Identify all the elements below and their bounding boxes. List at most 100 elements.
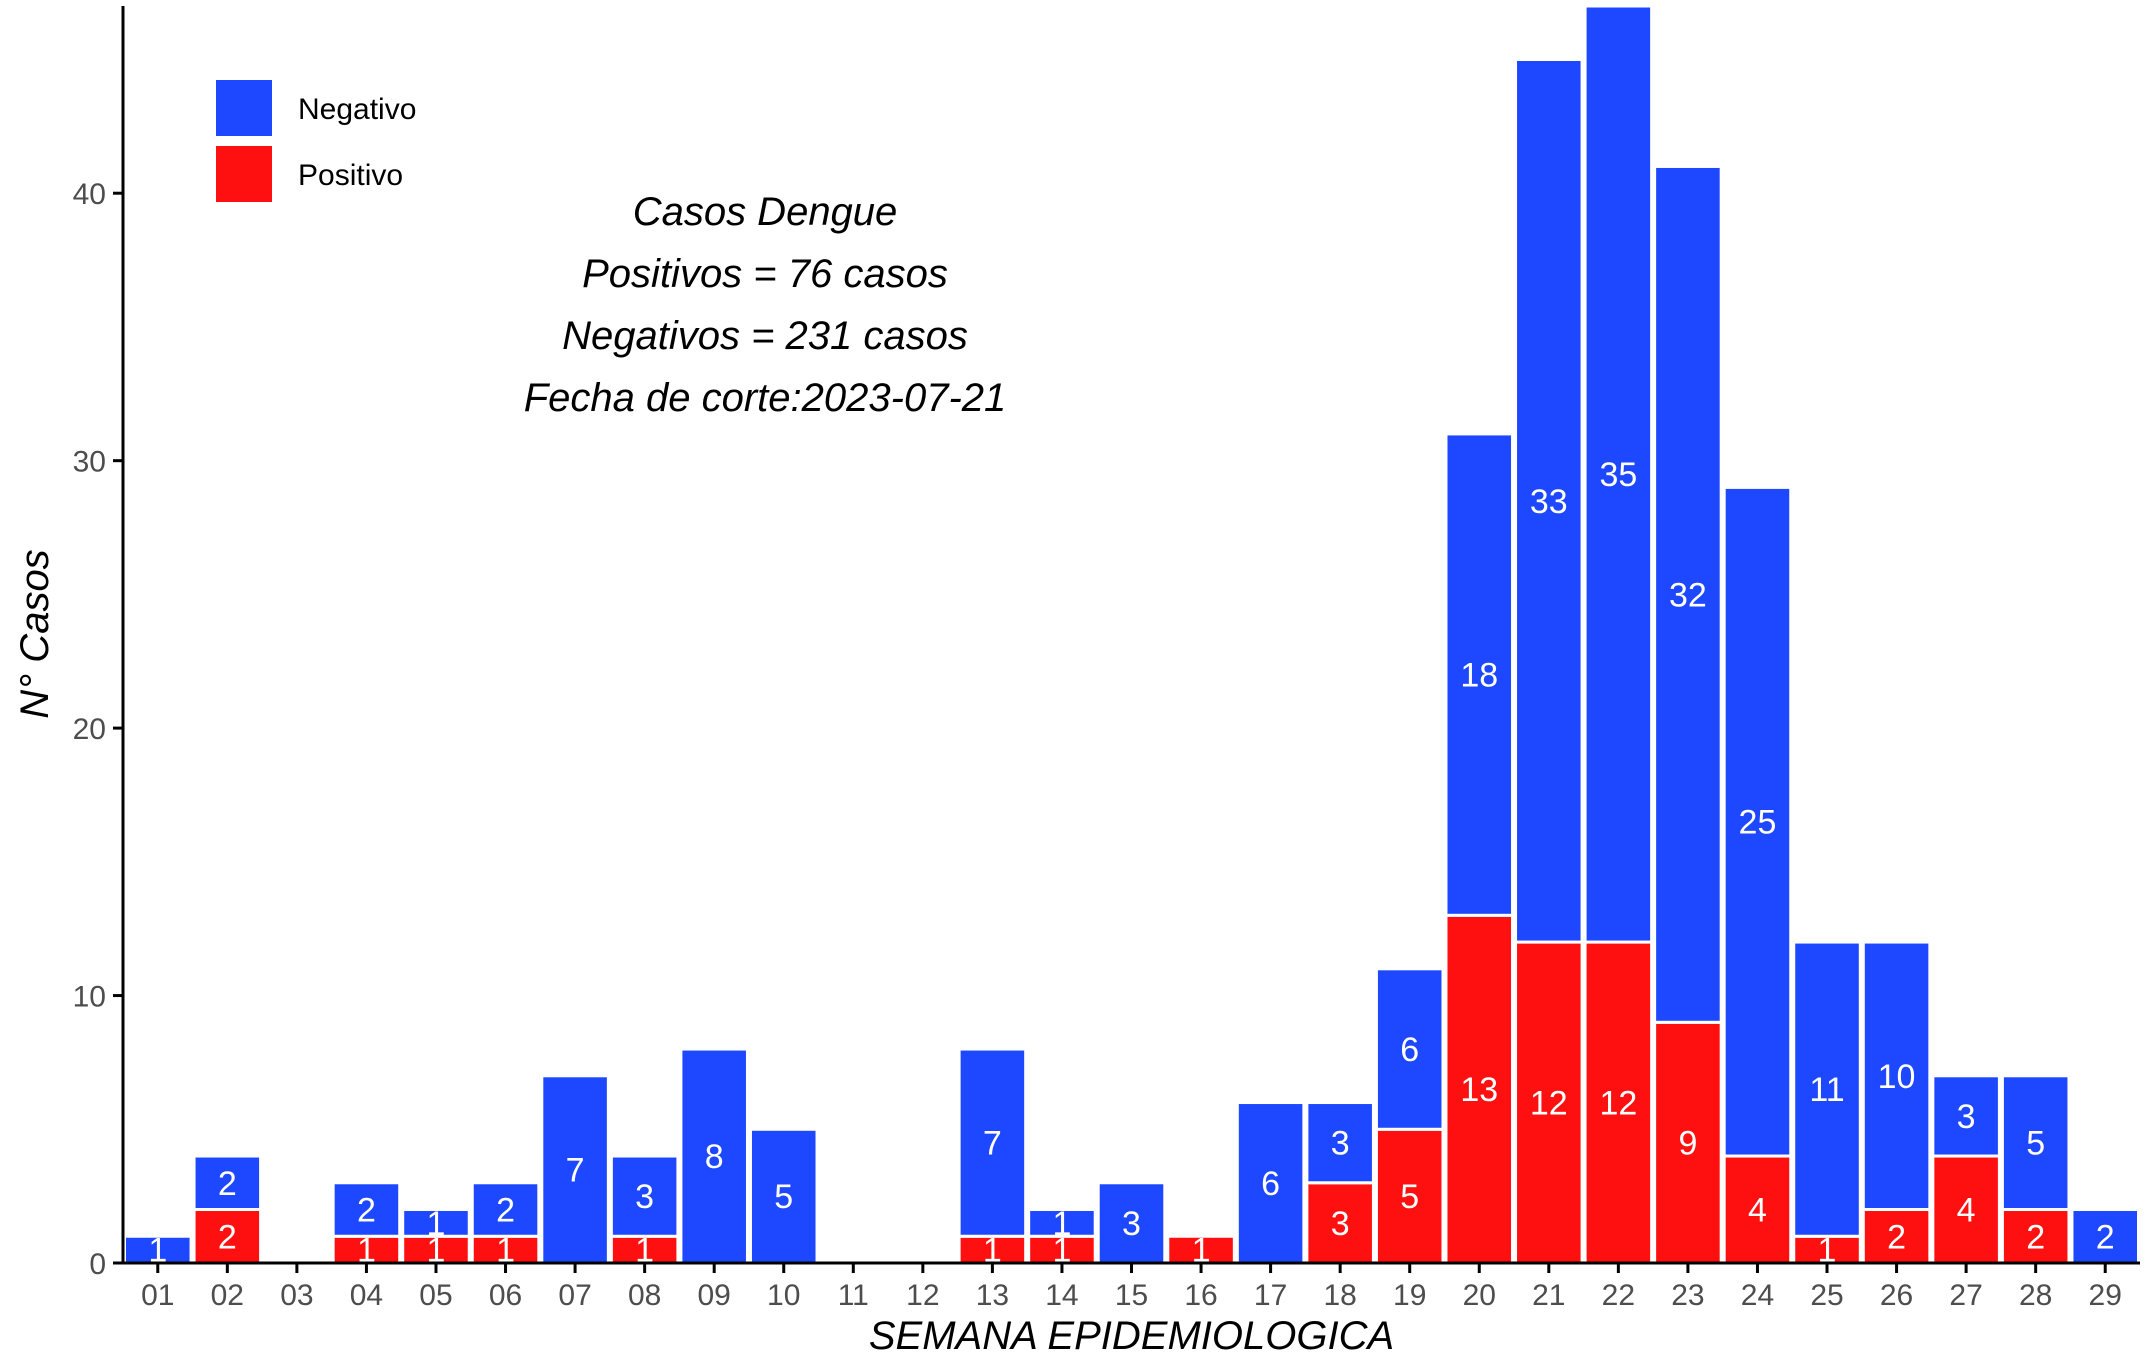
annotation-line: Fecha de corte:2023-07-21 (524, 376, 1007, 420)
bar-negativo-10 (748, 1127, 819, 1265)
label-positivo-23: 9 (1678, 1125, 1697, 1163)
bar-positivo-22 (1583, 940, 1654, 1265)
y-tick-label: 20 (73, 713, 106, 746)
label-positivo-21: 12 (1530, 1085, 1568, 1123)
bar-negativo-22 (1583, 4, 1654, 944)
label-positivo-18: 3 (1331, 1205, 1350, 1243)
x-tick-label: 17 (1254, 1279, 1287, 1312)
bar-negativo-27 (1931, 1074, 2001, 1158)
label-negativo-06: 2 (496, 1192, 515, 1230)
label-negativo-28: 5 (2026, 1125, 2045, 1163)
label-positivo-25: 1 (1818, 1232, 1837, 1270)
bar-negativo-28 (2000, 1074, 2071, 1212)
label-negativo-01: 1 (148, 1232, 167, 1270)
x-tick-label: 05 (419, 1279, 452, 1312)
x-tick-label: 26 (1880, 1279, 1913, 1312)
x-tick-label: 22 (1602, 1279, 1635, 1312)
bar-negativo-07 (540, 1074, 610, 1265)
x-tick-label: 06 (489, 1279, 522, 1312)
bar-positivo-04 (331, 1234, 402, 1265)
bar-negativo-15 (1096, 1181, 1167, 1265)
label-negativo-19: 6 (1400, 1031, 1419, 1069)
label-negativo-05: 1 (427, 1205, 446, 1243)
label-positivo-24: 4 (1748, 1192, 1767, 1230)
label-positivo-27: 4 (1957, 1192, 1976, 1230)
annotation-line: Positivos = 76 casos (582, 252, 948, 296)
label-positivo-13: 1 (983, 1232, 1002, 1270)
bar-negativo-26 (1861, 940, 1932, 1212)
x-tick-label: 09 (698, 1279, 731, 1312)
label-negativo-25: 11 (1809, 1071, 1844, 1109)
label-positivo-19: 5 (1400, 1178, 1419, 1216)
label-negativo-21: 33 (1530, 483, 1568, 521)
annotation-line: Casos Dengue (633, 190, 898, 234)
label-positivo-26: 2 (1887, 1218, 1906, 1256)
x-tick-label: 11 (838, 1279, 869, 1312)
x-tick-label: 07 (558, 1279, 591, 1312)
label-positivo-14: 1 (1052, 1232, 1071, 1270)
bar-positivo-06 (470, 1234, 541, 1265)
x-tick-label: 10 (767, 1279, 800, 1312)
bar-negativo-20 (1444, 432, 1515, 917)
x-tick-label: 19 (1393, 1279, 1426, 1312)
bar-negativo-08 (609, 1154, 680, 1238)
bar-negativo-05 (401, 1208, 471, 1238)
label-negativo-15: 3 (1122, 1205, 1141, 1243)
label-positivo-28: 2 (2026, 1218, 2045, 1256)
label-negativo-18: 3 (1331, 1125, 1350, 1163)
bar-negativo-13 (957, 1047, 1028, 1238)
label-positivo-05: 1 (427, 1232, 446, 1270)
label-positivo-16: 1 (1192, 1232, 1211, 1270)
bar-negativo-24 (1722, 485, 1793, 1158)
bar-negativo-14 (1027, 1208, 1097, 1238)
bar-positivo-05 (401, 1234, 471, 1265)
label-positivo-20: 13 (1460, 1071, 1498, 1109)
x-tick-label: 27 (1949, 1279, 1982, 1312)
bar-negativo-04 (331, 1181, 402, 1238)
x-tick-label: 24 (1741, 1279, 1774, 1312)
label-positivo-22: 12 (1599, 1085, 1637, 1123)
label-negativo-29: 2 (2096, 1218, 2115, 1256)
x-tick-label: 15 (1115, 1279, 1148, 1312)
label-positivo-02: 2 (218, 1218, 237, 1256)
legend-swatch-positivo (216, 146, 272, 202)
label-negativo-23: 32 (1669, 576, 1707, 614)
annotation-line: Negativos = 231 casos (562, 314, 968, 358)
bars-layer (123, 4, 2140, 1265)
label-negativo-17: 6 (1261, 1165, 1280, 1203)
legend: Negativo Positivo (216, 80, 416, 202)
bar-negativo-21 (1514, 57, 1584, 944)
label-negativo-08: 3 (635, 1178, 654, 1216)
x-tick-label: 08 (628, 1279, 661, 1312)
label-negativo-07: 7 (566, 1151, 585, 1189)
label-negativo-10: 5 (774, 1178, 793, 1216)
legend-label-negativo: Negativo (298, 93, 416, 126)
label-negativo-26: 10 (1878, 1058, 1916, 1096)
legend-label-positivo: Positivo (298, 159, 403, 192)
bar-positivo-20 (1444, 913, 1515, 1265)
bar-negativo-18 (1305, 1101, 1375, 1185)
x-axis-title: SEMANA EPIDEMIOLOGICA (869, 1314, 1394, 1357)
label-negativo-20: 18 (1460, 657, 1498, 695)
x-tick-label: 04 (350, 1279, 383, 1312)
x-tick-label: 02 (211, 1279, 244, 1312)
y-ticks: 0 10 20 30 40 (73, 178, 123, 1281)
bar-negativo-06 (470, 1181, 541, 1238)
bar-positivo-21 (1514, 940, 1584, 1265)
bar-negativo-17 (1235, 1101, 1306, 1265)
x-tick-label: 01 (141, 1279, 174, 1312)
x-tick-label: 12 (906, 1279, 939, 1312)
label-positivo-08: 1 (635, 1232, 654, 1270)
x-tick-label: 20 (1463, 1279, 1496, 1312)
y-tick-label: 30 (73, 446, 106, 479)
x-tick-label: 23 (1671, 1279, 1704, 1312)
bar-negativo-25 (1792, 940, 1862, 1238)
x-ticks: 01 02 03 04 05 06 07 08 09 10 11 12 13 14 15 16 17 18 19 20… (141, 1263, 2122, 1312)
bar-negativo-23 (1653, 164, 1723, 1024)
y-axis-title: N° Casos (13, 549, 57, 718)
label-negativo-09: 8 (705, 1138, 724, 1176)
y-tick-label: 10 (73, 981, 106, 1014)
label-negativo-27: 3 (1957, 1098, 1976, 1136)
label-negativo-24: 25 (1739, 804, 1777, 842)
